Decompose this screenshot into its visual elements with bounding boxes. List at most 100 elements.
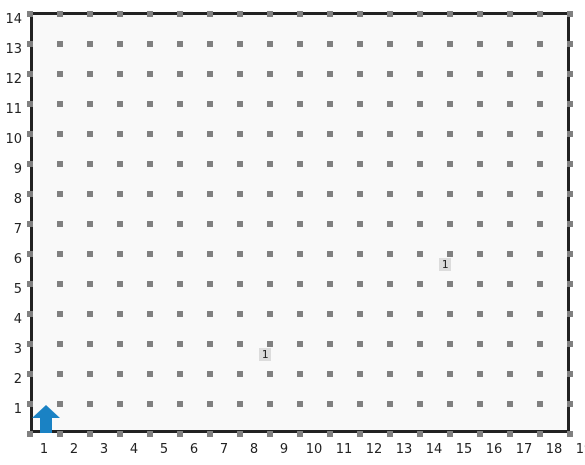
- corner-dot: [327, 401, 333, 407]
- corner-dot: [177, 41, 183, 47]
- corner-dot: [477, 101, 483, 107]
- corner-dot: [117, 11, 123, 17]
- corner-dot: [477, 251, 483, 257]
- corner-dot: [537, 41, 543, 47]
- corner-dot: [327, 191, 333, 197]
- corner-dot: [207, 311, 213, 317]
- corner-dot: [507, 221, 513, 227]
- corner-dot: [417, 101, 423, 107]
- corner-dot: [387, 401, 393, 407]
- corner-dot: [87, 251, 93, 257]
- corner-dot: [57, 311, 63, 317]
- corner-dot: [357, 71, 363, 77]
- y-axis-label: 9: [13, 162, 22, 177]
- corner-dot: [207, 281, 213, 287]
- corner-dot: [267, 41, 273, 47]
- corner-dot: [147, 11, 153, 17]
- corner-dot: [267, 251, 273, 257]
- corner-dot: [207, 371, 213, 377]
- corner-dot: [447, 131, 453, 137]
- x-axis-label: 5: [159, 442, 169, 457]
- corner-dot: [297, 371, 303, 377]
- corner-dot: [507, 251, 513, 257]
- corner-dot: [87, 281, 93, 287]
- x-axis-label: 15: [455, 442, 473, 457]
- corner-dot: [537, 11, 543, 17]
- corner-dot: [417, 41, 423, 47]
- corner-dot: [327, 311, 333, 317]
- corner-dot: [117, 221, 123, 227]
- corner-dot: [117, 401, 123, 407]
- corner-dot: [417, 371, 423, 377]
- corner-dot: [237, 11, 243, 17]
- corner-dot: [57, 161, 63, 167]
- corner-dot: [477, 341, 483, 347]
- corner-dot: [297, 401, 303, 407]
- corner-dot: [507, 41, 513, 47]
- x-axis-label: 13: [395, 442, 413, 457]
- y-axis-label: 2: [13, 372, 22, 387]
- corner-dot: [507, 311, 513, 317]
- corner-dot: [567, 281, 573, 287]
- corner-dot: [447, 281, 453, 287]
- corner-dot: [237, 41, 243, 47]
- corner-dot: [267, 191, 273, 197]
- corner-dot: [477, 281, 483, 287]
- corner-dot: [87, 191, 93, 197]
- x-axis-label: 8: [249, 442, 259, 457]
- corner-dot: [537, 161, 543, 167]
- corner-dot: [327, 161, 333, 167]
- corner-dot: [237, 341, 243, 347]
- corner-dot: [87, 221, 93, 227]
- corner-dot: [327, 71, 333, 77]
- corner-dot: [417, 311, 423, 317]
- corner-dot: [507, 371, 513, 377]
- corner-dot: [447, 371, 453, 377]
- corner-dot: [297, 311, 303, 317]
- corner-dot: [207, 191, 213, 197]
- corner-dot: [57, 101, 63, 107]
- corner-dot: [387, 71, 393, 77]
- corner-dot: [537, 371, 543, 377]
- corner-dot: [147, 281, 153, 287]
- y-axis-label: 4: [13, 312, 22, 327]
- corner-dot: [507, 131, 513, 137]
- corner-dot: [537, 191, 543, 197]
- corner-dot: [117, 41, 123, 47]
- corner-dot: [117, 431, 123, 437]
- corner-dot: [27, 191, 33, 197]
- y-axis-label: 10: [5, 132, 22, 147]
- corner-dot: [207, 11, 213, 17]
- corner-dot: [147, 401, 153, 407]
- x-axis-label: 3: [99, 442, 109, 457]
- corner-dot: [297, 221, 303, 227]
- y-axis-label: 3: [13, 342, 22, 357]
- corner-dot: [447, 311, 453, 317]
- corner-dot: [387, 221, 393, 227]
- corner-dot: [267, 281, 273, 287]
- corner-dot: [147, 371, 153, 377]
- x-axis-label: 12: [365, 442, 383, 457]
- corner-dot: [177, 251, 183, 257]
- corner-dot: [387, 311, 393, 317]
- corner-dot: [57, 341, 63, 347]
- corner-dot: [387, 191, 393, 197]
- corner-dot: [237, 71, 243, 77]
- corner-dot: [327, 431, 333, 437]
- corner-dot: [537, 281, 543, 287]
- corner-dot: [267, 101, 273, 107]
- corner-dot: [537, 101, 543, 107]
- corner-dot: [447, 71, 453, 77]
- corner-dot: [567, 191, 573, 197]
- x-axis-label: 7: [219, 442, 229, 457]
- beeper: 1: [259, 348, 271, 361]
- corner-dot: [177, 311, 183, 317]
- corner-dot: [177, 401, 183, 407]
- corner-dot: [57, 131, 63, 137]
- corner-dot: [87, 401, 93, 407]
- corner-dot: [267, 371, 273, 377]
- corner-dot: [477, 371, 483, 377]
- corner-dot: [87, 41, 93, 47]
- corner-dot: [417, 71, 423, 77]
- corner-dot: [417, 281, 423, 287]
